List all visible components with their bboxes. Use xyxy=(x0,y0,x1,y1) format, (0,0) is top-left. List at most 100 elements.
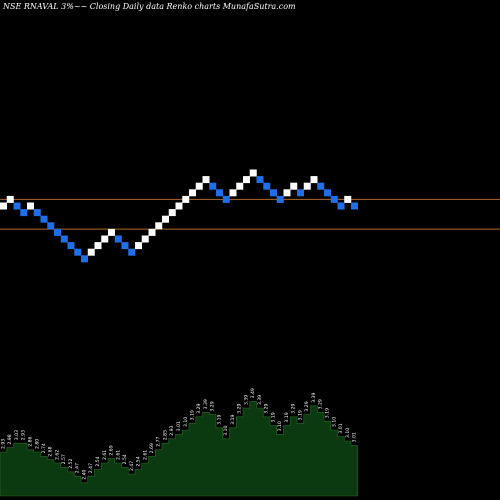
volume-label: 2.69 xyxy=(109,445,115,455)
volume-area-shape xyxy=(0,401,359,497)
renko-brick-up xyxy=(229,189,237,197)
renko-brick-down xyxy=(330,195,338,203)
volume-label: 3.29 xyxy=(318,399,324,409)
volume-label: 3.19 xyxy=(217,414,223,424)
reference-lines xyxy=(0,198,500,230)
renko-brick-up xyxy=(202,176,210,184)
renko-brick-up xyxy=(249,169,257,177)
volume-label: 3.19 xyxy=(190,410,196,420)
renko-brick-up xyxy=(155,222,163,230)
volume-label: 3.49 xyxy=(250,388,256,398)
volume-label: 3.29 xyxy=(264,403,270,413)
renko-brick-up xyxy=(94,242,102,250)
renko-brick-down xyxy=(40,215,48,223)
renko-brick-up xyxy=(303,182,311,190)
volume-label: 3.10 xyxy=(183,417,189,427)
renko-brick-down xyxy=(74,248,82,256)
renko-brick-down xyxy=(337,202,345,210)
volume-label: 3.10 xyxy=(223,425,229,435)
volume-label: 2.86 xyxy=(28,436,34,446)
renko-brick-down xyxy=(121,242,129,250)
renko-brick-down xyxy=(297,189,304,197)
renko-brick-down xyxy=(324,189,331,197)
volume-label: 3.29 xyxy=(291,403,297,413)
renko-brick-down xyxy=(81,255,88,263)
renko-brick-down xyxy=(216,189,223,197)
volume-label: 3.39 xyxy=(203,399,209,409)
volume-label: 3.19 xyxy=(230,414,236,424)
renko-brick-down xyxy=(222,195,230,203)
renko-brick-up xyxy=(175,202,183,210)
volume-label: 2.93 xyxy=(169,425,175,435)
volume-label: 3.29 xyxy=(304,401,310,411)
volume-label: 2.52 xyxy=(68,458,74,468)
renko-brick-down xyxy=(128,248,136,256)
renko-brick-down xyxy=(20,209,28,217)
renko-brick-up xyxy=(162,215,169,223)
volume-label: 3.10 xyxy=(331,417,337,427)
renko-brick-down xyxy=(317,182,325,190)
volume-label: 3.19 xyxy=(284,412,290,422)
volume-label: 2.47 xyxy=(88,463,94,473)
volume-label: 2.40 xyxy=(82,469,88,479)
renko-brick-up xyxy=(182,195,190,203)
renko-brick-up xyxy=(310,176,318,184)
renko-brick-down xyxy=(54,228,61,236)
volume-label: 3.10 xyxy=(277,421,283,431)
volume-label: 2.98 xyxy=(7,434,13,444)
renko-brick-up xyxy=(168,209,176,217)
volume-label: 2.69 xyxy=(149,443,155,453)
chart-title: NSE RNAVAL 3%~~ Closing Daily data Renko… xyxy=(3,2,296,11)
renko-brick-down xyxy=(33,209,41,217)
volume-label: 2.47 xyxy=(129,461,135,471)
volume-label: 2.93 xyxy=(21,430,27,440)
renko-brick-up xyxy=(236,182,244,190)
renko-brick-up xyxy=(101,235,109,243)
renko-brick-up xyxy=(87,248,95,256)
volume-label: 3.03 xyxy=(14,430,20,440)
volume-label: 2.54 xyxy=(136,456,142,466)
volume-label: 3.19 xyxy=(325,408,331,418)
volume-label: 3.29 xyxy=(237,403,243,413)
volume-label: 3.19 xyxy=(271,412,277,422)
volume-label: 3.29 xyxy=(196,403,202,413)
renko-brick-down xyxy=(256,176,264,184)
renko-brick-down xyxy=(270,189,277,197)
volume-label: 2.61 xyxy=(102,450,108,460)
renko-brick-up xyxy=(148,228,156,236)
renko-brick-down xyxy=(351,202,358,210)
renko-brick-up xyxy=(0,202,7,210)
renko-bricks xyxy=(0,169,358,263)
renko-brick-down xyxy=(13,202,21,210)
volume-label: 2.93 xyxy=(1,439,7,449)
renko-brick-down xyxy=(47,222,55,230)
renko-brick-down xyxy=(209,182,217,190)
renko-brick-up xyxy=(243,176,250,184)
volume-label: 3.19 xyxy=(298,410,304,420)
renko-brick-up xyxy=(283,189,291,197)
renko-brick-down xyxy=(114,235,122,243)
volume-label: 3.10 xyxy=(345,428,351,438)
volume-label: 2.47 xyxy=(75,463,81,473)
volume-label: 3.01 xyxy=(338,423,344,433)
volume-label: 3.01 xyxy=(176,421,182,431)
volume-label: 3.39 xyxy=(244,395,250,405)
volume-label: 3.29 xyxy=(210,401,216,411)
volume-label: 2.61 xyxy=(142,450,148,460)
renko-brick-up xyxy=(344,195,352,203)
volume-label: 2.57 xyxy=(61,454,67,464)
renko-brick-up xyxy=(290,182,298,190)
renko-brick-up xyxy=(27,202,34,210)
renko-brick-down xyxy=(60,235,68,243)
volume-label: 2.85 xyxy=(163,430,169,440)
renko-brick-up xyxy=(108,228,115,236)
renko-brick-down xyxy=(263,182,271,190)
volume-label: 2.54 xyxy=(95,456,101,466)
volume-label: 2.61 xyxy=(115,450,121,460)
volume-label: 2.77 xyxy=(156,436,162,446)
volume-label: 3.39 xyxy=(257,395,263,405)
renko-brick-up xyxy=(141,235,149,243)
volume-label: 3.01 xyxy=(352,432,358,442)
volume-label: 3.39 xyxy=(311,392,317,402)
